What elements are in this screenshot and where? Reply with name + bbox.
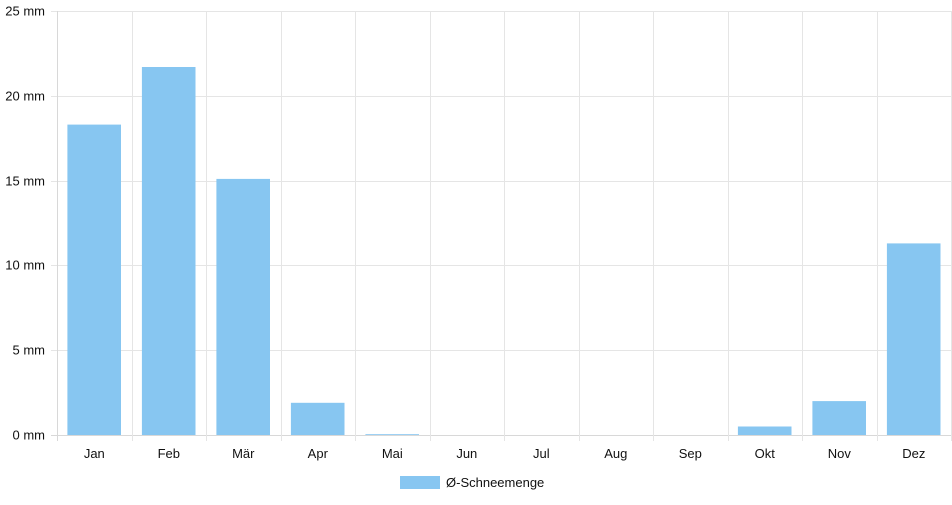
bar-jan[interactable]	[67, 124, 121, 435]
x-tick-label: Mai	[382, 446, 403, 461]
y-tick-label: 0 mm	[13, 428, 46, 443]
bar-dez[interactable]	[886, 243, 941, 435]
x-tick-label: Jan	[84, 446, 105, 461]
bar-okt[interactable]	[737, 426, 792, 436]
bar-mär[interactable]	[216, 178, 270, 435]
y-tick-label: 25 mm	[5, 4, 45, 19]
x-tick-label: Mär	[232, 446, 255, 461]
x-tick-label: Sep	[679, 446, 702, 461]
x-tick-label: Jun	[456, 446, 477, 461]
x-tick-label: Okt	[755, 446, 776, 461]
x-tick-label: Apr	[308, 446, 329, 461]
y-axis-ticks: 0 mm 5 mm 10 mm 15 mm 20 mm 25 mm	[5, 4, 45, 443]
x-tick-label: Aug	[604, 446, 627, 461]
legend-swatch[interactable]	[400, 476, 440, 489]
bar-feb[interactable]	[141, 67, 196, 435]
x-tick-label: Nov	[828, 446, 852, 461]
legend-label[interactable]: Ø-Schneemenge	[446, 475, 544, 490]
y-tick-label: 5 mm	[13, 343, 46, 358]
bar-mai[interactable]	[365, 434, 419, 435]
bars-layer	[67, 67, 941, 436]
x-axis-ticks: Jan Feb Mär Apr Mai Jun Jul Aug Sep Okt Nov Dez	[84, 446, 926, 461]
x-tick-label: Jul	[533, 446, 550, 461]
bar-apr[interactable]	[290, 402, 345, 435]
grid-layer	[51, 11, 952, 441]
y-tick-label: 10 mm	[5, 258, 45, 273]
x-tick-label: Dez	[902, 446, 925, 461]
legend[interactable]: Ø-Schneemenge	[400, 475, 544, 490]
bar-nov[interactable]	[812, 401, 866, 435]
x-tick-label: Feb	[158, 446, 180, 461]
y-tick-label: 15 mm	[5, 174, 45, 189]
y-tick-label: 20 mm	[5, 89, 45, 104]
